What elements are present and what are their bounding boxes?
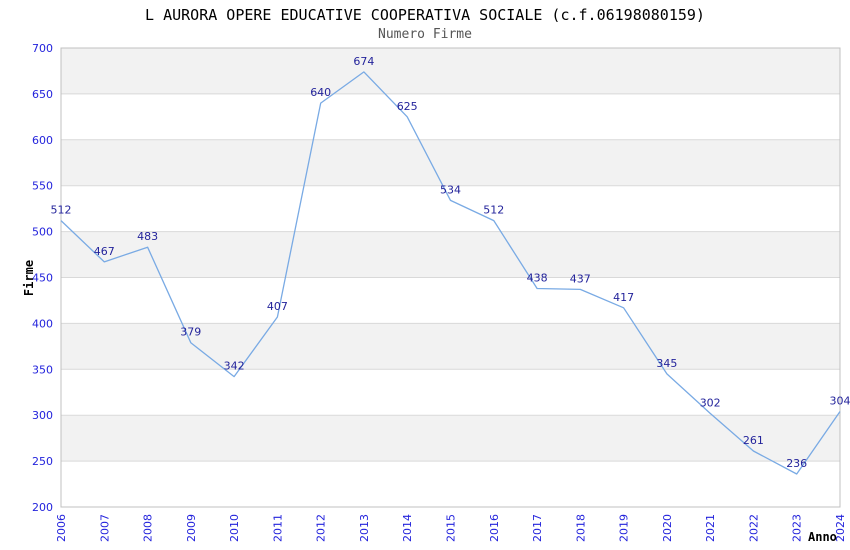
plot-band	[61, 231, 840, 278]
plot-band	[61, 415, 840, 462]
data-point-label: 345	[656, 357, 677, 370]
x-tick-label: 2008	[142, 514, 155, 542]
data-point-label: 438	[527, 272, 548, 285]
x-tick-label: 2016	[488, 514, 501, 542]
data-point-label: 407	[267, 300, 288, 313]
chart-subtitle: Numero Firme	[378, 27, 472, 42]
data-point-label: 534	[440, 183, 461, 196]
y-tick-label: 450	[32, 272, 53, 285]
y-tick-label: 300	[32, 409, 53, 422]
data-point-label: 304	[830, 395, 850, 408]
x-tick-label: 2018	[574, 514, 587, 542]
chart-title: L AURORA OPERE EDUCATIVE COOPERATIVA SOC…	[145, 6, 705, 24]
data-point-label: 302	[700, 396, 721, 409]
y-tick-label: 200	[32, 501, 53, 514]
data-point-label: 640	[310, 86, 331, 99]
x-tick-label: 2010	[228, 514, 241, 542]
x-tick-label: 2012	[315, 514, 328, 542]
x-tick-label: 2013	[358, 514, 371, 542]
data-point-label: 483	[137, 230, 158, 243]
y-tick-label: 400	[32, 317, 53, 330]
x-tick-label: 2021	[704, 514, 717, 542]
data-point-label: 625	[397, 100, 418, 113]
plot-band	[61, 48, 840, 94]
x-tick-label: 2022	[747, 514, 760, 542]
y-axis-title: Firme	[22, 259, 36, 297]
x-tick-label: 2011	[271, 514, 284, 542]
y-tick-label: 650	[32, 88, 53, 101]
x-tick-label: 2009	[185, 514, 198, 542]
data-point-label: 342	[224, 360, 245, 373]
y-tick-label: 550	[32, 180, 53, 193]
data-point-label: 674	[353, 55, 374, 68]
plot-band	[61, 139, 840, 186]
plot-band	[61, 323, 840, 370]
y-tick-label: 350	[32, 363, 53, 376]
data-point-label: 512	[51, 204, 72, 217]
y-tick-label: 600	[32, 134, 53, 147]
y-tick-label: 500	[32, 226, 53, 239]
data-point-label: 512	[483, 204, 504, 217]
x-tick-label: 2020	[661, 514, 674, 542]
x-tick-label: 2007	[98, 514, 111, 542]
data-point-label: 261	[743, 434, 764, 447]
x-tick-label: 2024	[834, 514, 847, 542]
data-point-label: 437	[570, 272, 591, 285]
x-tick-label: 2023	[791, 514, 804, 542]
data-point-label: 236	[786, 457, 807, 470]
plot-border	[60, 47, 841, 508]
y-tick-label: 250	[32, 455, 53, 468]
x-tick-label: 2017	[531, 514, 544, 542]
x-tick-label: 2015	[445, 514, 458, 542]
x-tick-label: 2014	[401, 514, 414, 542]
data-point-label: 417	[613, 291, 634, 304]
data-point-label: 467	[94, 245, 115, 258]
y-tick-label: 700	[32, 42, 53, 55]
x-tick-label: 2019	[618, 514, 631, 542]
data-point-label: 379	[180, 326, 201, 339]
x-axis-title: Anno	[808, 530, 837, 544]
x-tick-label: 2006	[55, 514, 68, 542]
data-line	[60, 71, 841, 475]
